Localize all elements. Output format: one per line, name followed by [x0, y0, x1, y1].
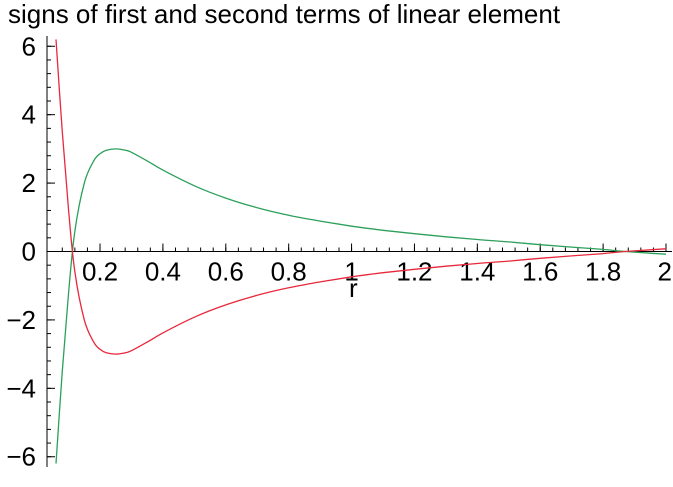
y-tick-label: −2	[6, 305, 36, 335]
x-tick-label: 1.8	[585, 257, 621, 287]
x-tick-label: 1.2	[396, 257, 432, 287]
x-tick-label: 1.4	[459, 257, 495, 287]
x-tick-label: 1.6	[522, 257, 558, 287]
y-tick-label: −4	[6, 373, 36, 403]
y-tick-label: 2	[22, 168, 36, 198]
series-line-2	[55, 39, 667, 355]
series-line-1	[55, 148, 667, 464]
chart-title: signs of first and second terms of linea…	[8, 0, 561, 29]
y-tick-label: −6	[6, 442, 36, 472]
y-tick-label: 6	[22, 31, 36, 61]
x-tick-label: 2	[658, 257, 672, 287]
x-tick-label: 0.4	[145, 257, 181, 287]
ticks: 6 4 2 0 −2 −4 −6 0.2 0.4 0.6 0.8 1 1.2 1.4 1.6 1.8 2	[6, 31, 672, 471]
x-tick-label: 0.8	[271, 257, 307, 287]
x-tick-label: 1	[344, 257, 358, 287]
x-axis-label: r	[349, 273, 358, 303]
y-tick-label: 0	[22, 237, 36, 267]
x-tick-label: 0.2	[82, 257, 118, 287]
x-tick-label: 0.6	[208, 257, 244, 287]
y-tick-label: 4	[22, 100, 36, 130]
series	[55, 39, 667, 464]
